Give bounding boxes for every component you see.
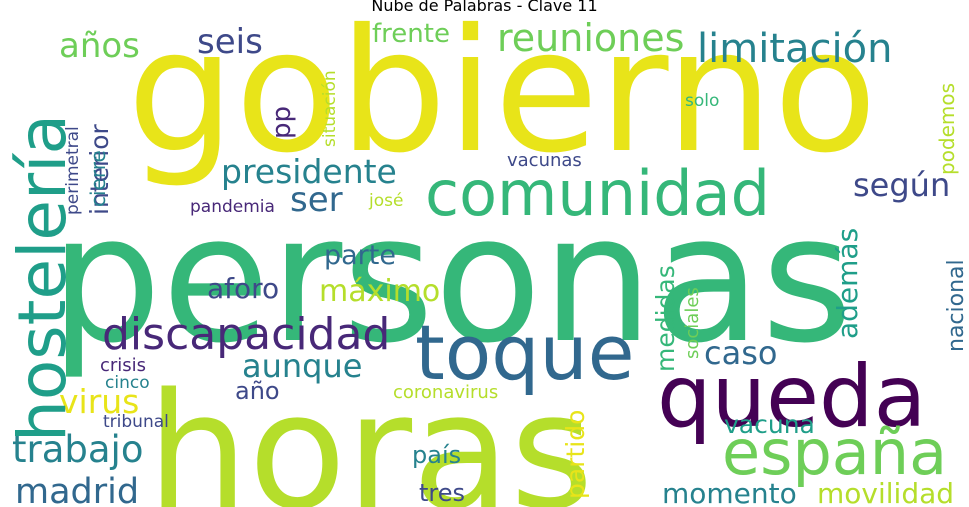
word-tres: tres: [419, 479, 466, 507]
word-perimetral: perimetral: [63, 126, 83, 215]
word-ano: año: [235, 377, 280, 405]
word-vacunas: vacunas: [507, 150, 582, 171]
cloud-title: Nube de Palabras - Clave 11: [371, 0, 598, 15]
word-pandemia: pandemia: [190, 197, 275, 217]
word-momento: momento: [662, 477, 797, 507]
word-aunque: aunque: [242, 347, 363, 385]
word-aforo: aforo: [207, 272, 280, 305]
word-pp: pp: [267, 105, 297, 139]
word-podemos: podemos: [935, 82, 959, 175]
word-cinco: cinco: [105, 373, 150, 393]
word-cloud: gobierno personas horas comunidad toque …: [7, 17, 969, 507]
word-trabajo: trabajo: [12, 428, 144, 471]
word-maximo: máximo: [319, 274, 441, 309]
word-virus: virus: [59, 382, 140, 421]
word-ademas: además: [831, 227, 864, 339]
word-espana: españa: [722, 416, 948, 489]
word-ser: ser: [290, 180, 343, 220]
word-movilidad: movilidad: [817, 477, 955, 507]
word-partido: partido: [561, 409, 590, 499]
word-comunidad: comunidad: [425, 157, 770, 230]
word-personas: personas: [50, 177, 853, 382]
word-segun: según: [853, 166, 951, 204]
word-situacion: situación: [320, 70, 340, 147]
word-nacional: nacional: [944, 259, 969, 352]
word-presidente: presidente: [221, 152, 397, 191]
word-cierre: cierre: [86, 150, 110, 207]
word-frente: frente: [372, 19, 450, 49]
word-seis: seis: [197, 22, 263, 62]
word-jose: josé: [369, 191, 404, 211]
word-vacuna: vacuna: [724, 410, 815, 439]
word-toque: toque: [415, 308, 635, 397]
word-limitacion: limitación: [697, 26, 893, 72]
word-anos: años: [59, 26, 140, 66]
word-solo: solo: [685, 91, 720, 111]
word-tribunal: tribunal: [103, 412, 169, 432]
word-caso: caso: [704, 334, 778, 372]
word-horas: horas: [147, 358, 594, 507]
word-crisis: crisis: [100, 355, 147, 376]
word-sociales: sociales: [682, 287, 703, 359]
word-reuniones: reuniones: [497, 17, 685, 60]
word-medidas: medidas: [651, 265, 680, 372]
word-parte: parte: [324, 240, 396, 271]
word-coronavirus: coronavirus: [393, 382, 499, 403]
word-discapacidad: discapacidad: [102, 309, 391, 360]
word-pais: país: [412, 441, 462, 469]
word-madrid: madrid: [15, 472, 140, 507]
word-queda: queda: [657, 347, 927, 447]
word-gobierno: gobierno: [127, 17, 878, 191]
